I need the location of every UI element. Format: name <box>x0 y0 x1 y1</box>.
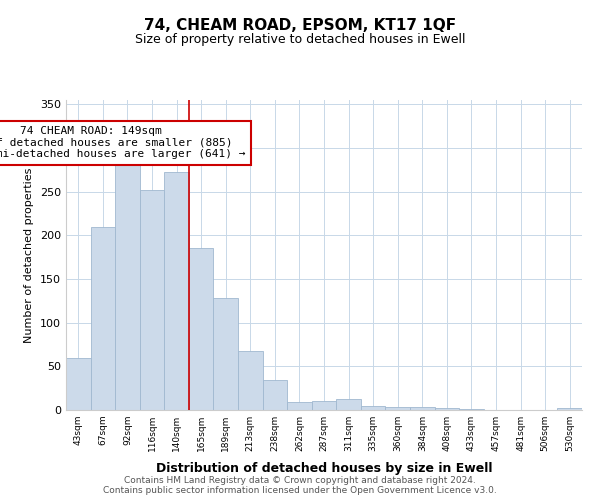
Bar <box>115 166 140 410</box>
Bar <box>66 358 91 410</box>
Bar <box>263 380 287 410</box>
Bar <box>140 190 164 410</box>
Bar <box>557 408 582 410</box>
Bar <box>164 172 189 410</box>
Bar <box>312 402 336 410</box>
Bar <box>287 402 312 410</box>
Text: Size of property relative to detached houses in Ewell: Size of property relative to detached ho… <box>135 32 465 46</box>
Bar <box>434 408 459 410</box>
Y-axis label: Number of detached properties: Number of detached properties <box>25 168 34 342</box>
Bar <box>189 248 214 410</box>
Bar <box>214 298 238 410</box>
Text: 74, CHEAM ROAD, EPSOM, KT17 1QF: 74, CHEAM ROAD, EPSOM, KT17 1QF <box>144 18 456 32</box>
X-axis label: Distribution of detached houses by size in Ewell: Distribution of detached houses by size … <box>156 462 492 475</box>
Bar <box>459 409 484 410</box>
Bar <box>385 406 410 410</box>
Bar <box>91 226 115 410</box>
Text: 74 CHEAM ROAD: 149sqm
← 58% of detached houses are smaller (885)
42% of semi-det: 74 CHEAM ROAD: 149sqm ← 58% of detached … <box>0 126 246 160</box>
Bar <box>238 350 263 410</box>
Text: Contains HM Land Registry data © Crown copyright and database right 2024.
Contai: Contains HM Land Registry data © Crown c… <box>103 476 497 495</box>
Bar <box>336 398 361 410</box>
Bar <box>410 408 434 410</box>
Bar <box>361 406 385 410</box>
